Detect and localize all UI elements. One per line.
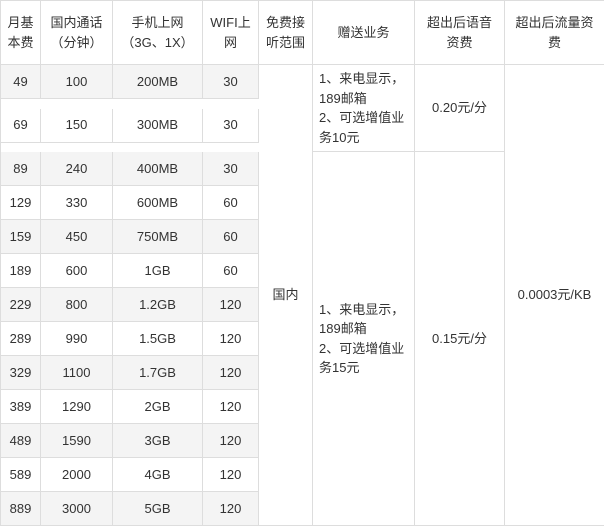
cell-min: 1590 [41,424,113,458]
header-c1: 国内通话（分钟） [41,1,113,65]
cell-min: 100 [41,65,113,99]
cell-gift-1: 1、来电显示，189邮箱 2、可选增值业务10元 [313,65,415,152]
cell-min: 3000 [41,492,113,526]
cell-fee: 159 [1,220,41,254]
cell-fee: 69 [1,109,41,143]
cell-min: 150 [41,109,113,143]
cell-fee: 89 [1,152,41,186]
header-c5: 赠送业务 [313,1,415,65]
cell-wifi: 120 [203,492,259,526]
cell-data: 1.2GB [113,288,203,322]
cell-data: 2GB [113,390,203,424]
cell-wifi: 120 [203,288,259,322]
cell-min: 2000 [41,458,113,492]
cell-fee: 189 [1,254,41,288]
cell-fee: 289 [1,322,41,356]
cell-wifi: 60 [203,220,259,254]
cell-fee: 389 [1,390,41,424]
pricing-table: 月基本费国内通话（分钟）手机上网（3G、1X）WIFI上网免费接听范围赠送业务超… [0,0,604,526]
cell-wifi: 30 [203,152,259,186]
header-c4: 免费接听范围 [259,1,313,65]
cell-traffic: 0.0003元/KB [505,65,604,526]
cell-voice-1: 0.20元/分 [415,65,505,152]
cell-wifi: 120 [203,322,259,356]
cell-wifi: 120 [203,390,259,424]
cell-data: 1.7GB [113,356,203,390]
cell-data: 600MB [113,186,203,220]
cell-fee: 229 [1,288,41,322]
cell-data: 5GB [113,492,203,526]
cell-data: 3GB [113,424,203,458]
cell-fee: 889 [1,492,41,526]
cell-wifi: 120 [203,424,259,458]
cell-fee: 49 [1,65,41,99]
cell-min: 240 [41,152,113,186]
cell-wifi: 120 [203,458,259,492]
cell-data: 1.5GB [113,322,203,356]
header-c0: 月基本费 [1,1,41,65]
cell-wifi: 30 [203,109,259,143]
header-c6: 超出后语音资费 [415,1,505,65]
cell-data: 4GB [113,458,203,492]
cell-wifi: 120 [203,356,259,390]
cell-voice-2: 0.15元/分 [415,152,505,526]
cell-min: 1100 [41,356,113,390]
cell-data: 300MB [113,109,203,143]
cell-data: 750MB [113,220,203,254]
header-c3: WIFI上网 [203,1,259,65]
cell-data: 1GB [113,254,203,288]
cell-wifi: 30 [203,65,259,99]
cell-min: 600 [41,254,113,288]
cell-gift-2: 1、来电显示，189邮箱 2、可选增值业务15元 [313,152,415,526]
cell-data: 400MB [113,152,203,186]
cell-fee: 129 [1,186,41,220]
cell-min: 450 [41,220,113,254]
cell-min: 330 [41,186,113,220]
cell-wifi: 60 [203,186,259,220]
cell-data: 200MB [113,65,203,99]
cell-fee: 329 [1,356,41,390]
cell-fee: 589 [1,458,41,492]
cell-fee: 489 [1,424,41,458]
cell-free-range: 国内 [259,65,313,526]
cell-wifi: 60 [203,254,259,288]
cell-min: 1290 [41,390,113,424]
cell-min: 800 [41,288,113,322]
cell-min: 990 [41,322,113,356]
header-c2: 手机上网（3G、1X） [113,1,203,65]
header-c7: 超出后流量资费 [505,1,604,65]
